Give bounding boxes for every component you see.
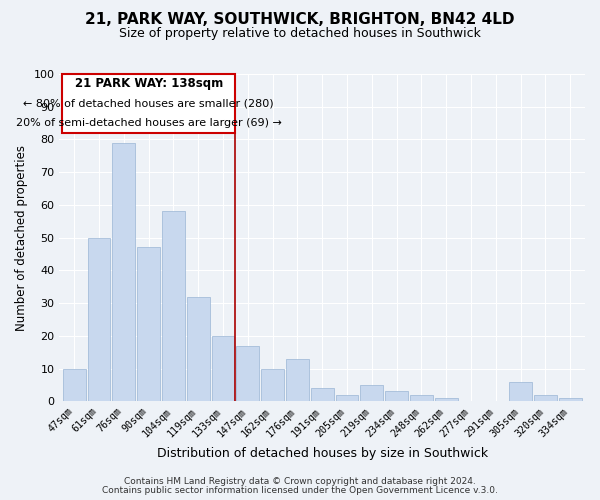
Bar [335,394,358,402]
FancyBboxPatch shape [62,74,235,133]
Bar [137,248,160,402]
Bar [212,336,235,402]
Bar [534,394,557,402]
Bar [385,392,408,402]
Bar [63,368,86,402]
Bar [410,394,433,402]
Text: Contains public sector information licensed under the Open Government Licence v.: Contains public sector information licen… [102,486,498,495]
Bar [162,212,185,402]
Text: 21, PARK WAY, SOUTHWICK, BRIGHTON, BN42 4LD: 21, PARK WAY, SOUTHWICK, BRIGHTON, BN42 … [85,12,515,28]
Bar [236,346,259,402]
Text: ← 80% of detached houses are smaller (280): ← 80% of detached houses are smaller (28… [23,98,274,108]
X-axis label: Distribution of detached houses by size in Southwick: Distribution of detached houses by size … [157,447,488,460]
Bar [559,398,581,402]
Bar [361,385,383,402]
Bar [509,382,532,402]
Bar [261,368,284,402]
Bar [187,296,209,402]
Bar [112,142,135,402]
Bar [286,358,309,402]
Bar [88,238,110,402]
Bar [435,398,458,402]
Text: Contains HM Land Registry data © Crown copyright and database right 2024.: Contains HM Land Registry data © Crown c… [124,477,476,486]
Text: 20% of semi-detached houses are larger (69) →: 20% of semi-detached houses are larger (… [16,118,281,128]
Y-axis label: Number of detached properties: Number of detached properties [15,144,28,330]
Bar [311,388,334,402]
Text: 21 PARK WAY: 138sqm: 21 PARK WAY: 138sqm [74,78,223,90]
Text: Size of property relative to detached houses in Southwick: Size of property relative to detached ho… [119,28,481,40]
